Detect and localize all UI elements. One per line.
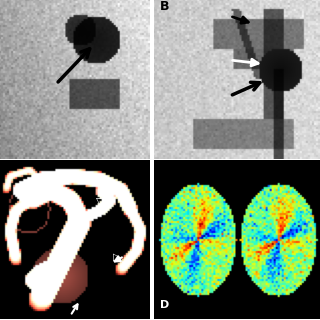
Text: D: D <box>160 300 169 310</box>
Text: ▽: ▽ <box>96 196 105 206</box>
Text: ▷: ▷ <box>113 252 120 262</box>
Text: B: B <box>160 0 169 13</box>
